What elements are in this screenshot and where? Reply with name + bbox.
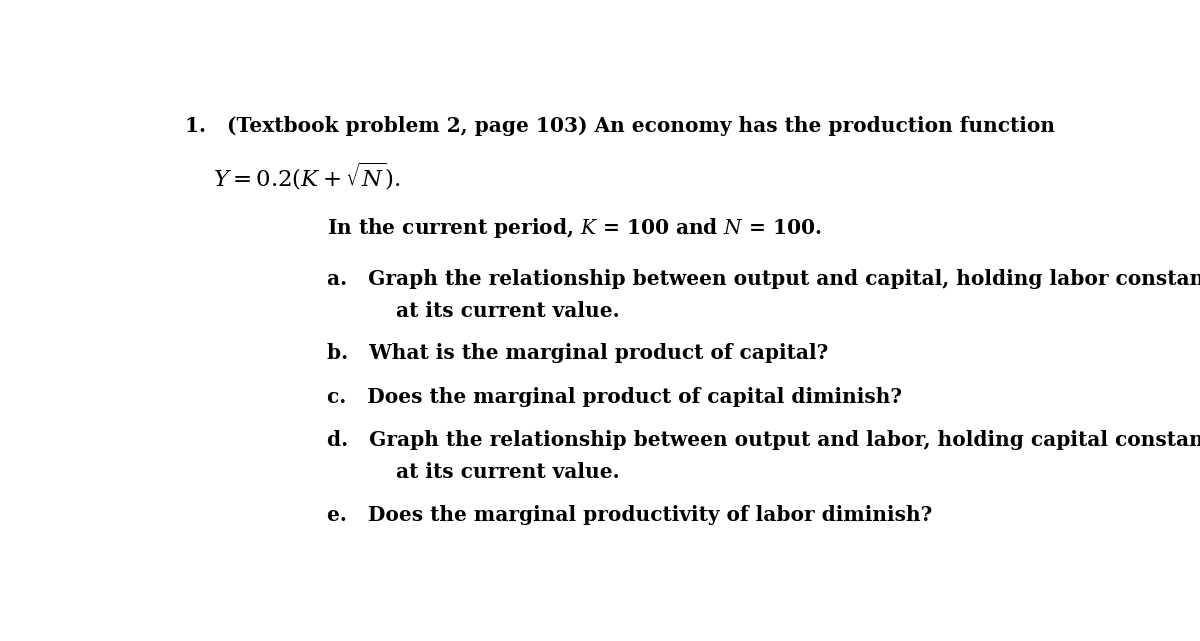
Text: a.   Graph the relationship between output and capital, holding labor constant: a. Graph the relationship between output… — [326, 269, 1200, 290]
Text: d.   Graph the relationship between output and labor, holding capital constant: d. Graph the relationship between output… — [326, 430, 1200, 451]
Text: at its current value.: at its current value. — [396, 462, 619, 483]
Text: e.   Does the marginal productivity of labor diminish?: e. Does the marginal productivity of lab… — [326, 505, 932, 525]
Text: b.   What is the marginal product of capital?: b. What is the marginal product of capit… — [326, 344, 828, 363]
Text: $Y = 0.2(K + \sqrt{N}).$: $Y = 0.2(K + \sqrt{N}).$ — [214, 161, 401, 192]
Text: c.   Does the marginal product of capital diminish?: c. Does the marginal product of capital … — [326, 387, 901, 407]
Text: 1.   (Textbook problem 2, page 103) An economy has the production function: 1. (Textbook problem 2, page 103) An eco… — [185, 117, 1055, 137]
Text: at its current value.: at its current value. — [396, 301, 619, 322]
Text: In the current period, $K$ = 100 and $N$ = 100.: In the current period, $K$ = 100 and $N$… — [326, 216, 822, 240]
